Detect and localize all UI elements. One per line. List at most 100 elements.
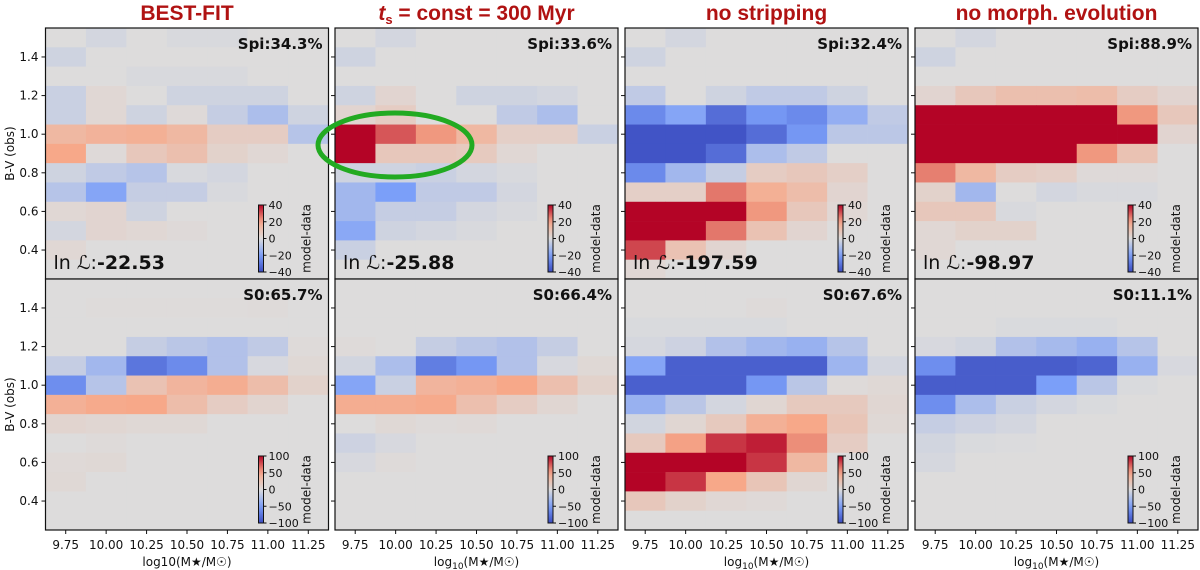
heatmap-cell — [1157, 375, 1199, 396]
heatmap-cell — [955, 47, 997, 67]
heatmap-cell — [375, 182, 417, 203]
heatmap-cell — [166, 317, 208, 338]
heatmap-cell — [1036, 28, 1078, 48]
x-tick-label: 10.25 — [129, 538, 163, 552]
heatmap-cell — [166, 47, 208, 67]
heatmap-cell — [746, 433, 788, 454]
heatmap-cell — [456, 47, 498, 67]
heatmap-cell — [496, 240, 538, 260]
heatmap-cell — [827, 28, 868, 48]
heatmap-cell — [915, 105, 956, 125]
heatmap-cell — [625, 124, 666, 145]
heatmap-cell — [995, 433, 1037, 454]
heatmap-cell — [1036, 279, 1078, 299]
heatmap-cell — [247, 317, 289, 338]
heatmap-cell — [288, 472, 329, 492]
heatmap-cell — [665, 221, 707, 241]
heatmap-cell — [166, 259, 208, 280]
heatmap-cell — [45, 336, 87, 357]
heatmap-cell — [867, 66, 909, 87]
x-tick-label: 10.75 — [790, 538, 824, 552]
heatmap-cell — [375, 298, 417, 318]
heatmap-cell — [1117, 240, 1158, 260]
colorbar-tick-label: 100 — [269, 450, 290, 463]
heatmap-cell — [1157, 47, 1199, 67]
heatmap-cell — [1076, 201, 1118, 222]
heatmap-cell — [746, 491, 788, 511]
heatmap-cell — [247, 375, 289, 396]
heatmap-cell — [496, 259, 538, 280]
panel-1-3: 9.75 10.00 10.25 10.50 10.75 11.00 11.25 log10(… — [911, 278, 1199, 570]
heatmap-cell — [415, 356, 457, 376]
heatmap-cell — [827, 85, 868, 106]
heatmap-cell — [415, 394, 457, 415]
heatmap-cell — [166, 279, 208, 299]
colorbar-tick-label: −50 — [269, 500, 292, 513]
colorbar-tick-label: 0 — [269, 484, 276, 497]
heatmap-cell — [705, 124, 747, 145]
heatmap-cell — [625, 28, 666, 48]
heatmap-cell — [746, 298, 788, 318]
colorbar-tick-label: 0 — [1138, 233, 1145, 246]
heatmap-cell — [867, 433, 909, 454]
heatmap-cell — [166, 221, 208, 241]
heatmap-cell — [166, 85, 208, 106]
heatmap-cell — [625, 336, 666, 357]
x-tick-label: 10.50 — [170, 538, 204, 552]
heatmap-cell — [166, 163, 208, 183]
heatmap-cell — [375, 452, 417, 473]
heatmap-cell — [625, 143, 666, 164]
colorbar-tick-label: −40 — [848, 266, 871, 279]
heatmap-cell — [915, 221, 956, 241]
heatmap-cell — [827, 336, 868, 357]
heatmap-cell — [867, 143, 909, 164]
heatmap-cell — [827, 356, 868, 376]
heatmap-cell — [786, 124, 828, 145]
colorbar-tick-label: 0 — [269, 233, 276, 246]
colorbar-tick-label: 0 — [848, 233, 855, 246]
heatmap-cell — [126, 414, 168, 434]
heatmap-cell — [995, 491, 1037, 511]
heatmap-cell — [456, 414, 498, 434]
heatmap-cell — [85, 452, 127, 473]
heatmap-cell — [867, 259, 909, 280]
heatmap-cell — [288, 433, 329, 454]
heatmap-cell — [827, 201, 868, 222]
heatmap-cell — [665, 279, 707, 299]
heatmap-cell — [827, 394, 868, 415]
heatmap-cell — [247, 240, 289, 260]
colorbar-tick-label: −100 — [269, 517, 299, 530]
heatmap-cell — [166, 143, 208, 164]
heatmap-cell — [827, 298, 868, 318]
heatmap-cell — [207, 163, 248, 183]
heatmap-cell — [207, 28, 248, 48]
heatmap-cell — [746, 66, 788, 87]
heatmap-cell — [335, 28, 376, 48]
heatmap-cell — [955, 259, 997, 280]
heatmap-cell — [288, 356, 329, 376]
heatmap-cell — [375, 259, 417, 280]
heatmap-cell — [166, 356, 208, 376]
heatmap-cell — [1157, 105, 1199, 125]
x-tick-label: 10.25 — [709, 538, 743, 552]
heatmap-cell — [665, 85, 707, 106]
heatmap-cell — [577, 66, 619, 87]
colorbar-tick-label: −100 — [1138, 517, 1168, 530]
heatmap-cell — [915, 414, 956, 434]
heatmap-cell — [786, 375, 828, 396]
heatmap-cell — [995, 47, 1037, 67]
heatmap-cell — [955, 433, 997, 454]
heatmap-cell — [915, 259, 956, 280]
heatmap-cell — [625, 472, 666, 492]
heatmap-cell — [126, 182, 168, 203]
heatmap-cell — [705, 105, 747, 125]
y-axis-label: B-V (obs) — [3, 377, 17, 431]
heatmap-cell — [247, 414, 289, 434]
heatmap-cell — [415, 491, 457, 511]
x-tick-label: 11.00 — [830, 538, 864, 552]
heatmap-cell — [85, 240, 127, 260]
heatmap-cell — [288, 182, 329, 203]
heatmap-cell — [456, 298, 498, 318]
heatmap-cell — [915, 201, 956, 222]
heatmap-cell — [335, 433, 376, 454]
